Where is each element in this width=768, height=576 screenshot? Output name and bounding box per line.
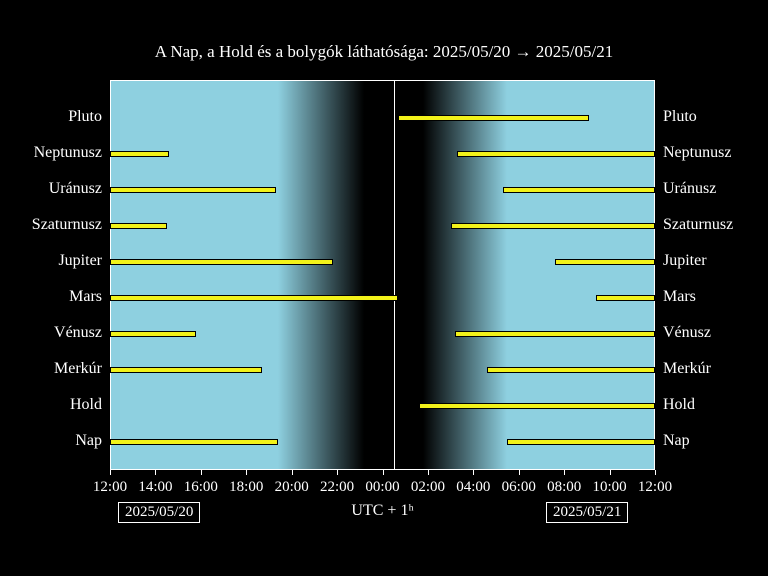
x-tick-label: 08:00	[547, 479, 581, 496]
chart-root: A Nap, a Hold és a bolygók láthatósága: …	[0, 0, 768, 576]
y-label-left: Hold	[70, 396, 102, 414]
y-label-right: Nap	[663, 432, 690, 450]
y-label-left: Neptunusz	[34, 144, 102, 162]
visibility-bar	[457, 151, 655, 157]
y-label-right: Jupiter	[663, 252, 707, 270]
y-label-right: Vénusz	[663, 324, 711, 342]
visibility-bar	[487, 367, 655, 373]
visibility-bar	[451, 223, 655, 229]
y-label-left: Vénusz	[54, 324, 102, 342]
y-label-left: Pluto	[68, 108, 102, 126]
y-label-right: Pluto	[663, 108, 697, 126]
x-tick-mark	[428, 470, 429, 475]
visibility-bar	[596, 295, 655, 301]
x-tick-mark	[564, 470, 565, 475]
y-label-left: Szaturnusz	[32, 216, 102, 234]
x-tick-mark	[383, 470, 384, 475]
chart-title: A Nap, a Hold és a bolygók láthatósága: …	[0, 42, 768, 62]
axis-frame	[110, 80, 655, 470]
y-label-left: Nap	[75, 432, 102, 450]
visibility-bar	[398, 115, 589, 121]
x-tick-label: 02:00	[411, 479, 445, 496]
visibility-bar	[110, 187, 276, 193]
visibility-bar	[110, 439, 278, 445]
visibility-bar	[110, 331, 196, 337]
visibility-bar	[503, 187, 655, 193]
x-tick-label: 00:00	[365, 479, 399, 496]
y-label-left: Mars	[69, 288, 102, 306]
x-tick-label: 06:00	[502, 479, 536, 496]
y-label-right: Neptunusz	[663, 144, 731, 162]
x-tick-label: 22:00	[320, 479, 354, 496]
x-tick-label: 12:00	[93, 479, 127, 496]
x-tick-mark	[292, 470, 293, 475]
visibility-bar	[419, 403, 655, 409]
y-label-right: Mars	[663, 288, 696, 306]
x-tick-mark	[155, 470, 156, 475]
y-label-right: Uránusz	[663, 180, 716, 198]
y-label-left: Merkúr	[54, 360, 102, 378]
x-tick-mark	[519, 470, 520, 475]
y-label-right: Hold	[663, 396, 695, 414]
x-tick-label: 18:00	[229, 479, 263, 496]
x-tick-label: 20:00	[275, 479, 309, 496]
date-box-right: 2025/05/21	[546, 502, 628, 523]
x-tick-mark	[246, 470, 247, 475]
visibility-bar	[507, 439, 655, 445]
y-label-left: Uránusz	[49, 180, 102, 198]
visibility-bar	[455, 331, 655, 337]
x-tick-mark	[610, 470, 611, 475]
x-tick-mark	[110, 470, 111, 475]
x-tick-label: 14:00	[138, 479, 172, 496]
y-label-right: Szaturnusz	[663, 216, 733, 234]
visibility-bar	[110, 223, 167, 229]
visibility-bar	[110, 151, 169, 157]
date-box-left: 2025/05/20	[118, 502, 200, 523]
x-tick-label: 10:00	[592, 479, 626, 496]
x-tick-label: 12:00	[638, 479, 672, 496]
y-label-left: Jupiter	[58, 252, 102, 270]
visibility-bar	[110, 295, 398, 301]
x-tick-mark	[201, 470, 202, 475]
x-tick-label: 04:00	[456, 479, 490, 496]
y-label-right: Merkúr	[663, 360, 711, 378]
visibility-bar	[555, 259, 655, 265]
x-tick-mark	[337, 470, 338, 475]
x-tick-mark	[655, 470, 656, 475]
visibility-bar	[110, 259, 333, 265]
visibility-bar	[110, 367, 262, 373]
x-tick-label: 16:00	[184, 479, 218, 496]
x-tick-mark	[473, 470, 474, 475]
timezone-label: UTC + 1ʰ	[351, 502, 413, 520]
